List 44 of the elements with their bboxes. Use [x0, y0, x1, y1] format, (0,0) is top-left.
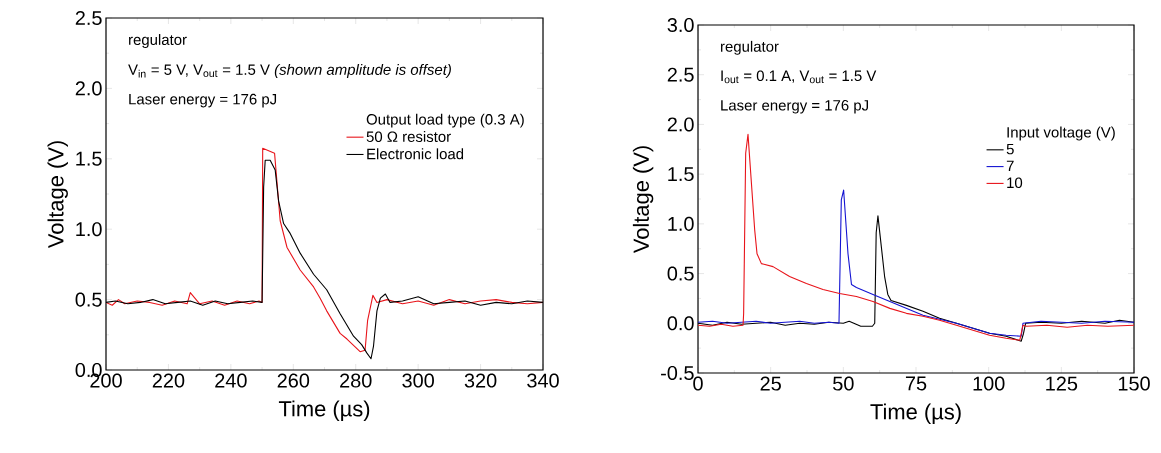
y-tick-label: 2.5	[667, 67, 694, 82]
y-tick-label: 1.5	[668, 167, 694, 182]
x-tick-label: 25	[760, 376, 781, 391]
y-tick-label: 3.0	[667, 17, 694, 33]
x-tick-label: 340	[527, 373, 559, 388]
x-tick-label: 150	[1118, 376, 1150, 391]
legend-label: 5	[1006, 143, 1014, 155]
y-axis-title: Voltage (V)	[47, 141, 68, 249]
x-tick-label: 300	[402, 373, 434, 388]
y-axis-title: Voltage (V)	[632, 146, 654, 254]
x-tick-label: 0	[693, 376, 703, 391]
x-tick-label: 240	[215, 373, 247, 388]
y-tick-label: 1.5	[76, 151, 102, 166]
y-tick-label: 0.5	[75, 292, 102, 307]
x-tick-label: 260	[277, 373, 310, 388]
x-axis-title: Time (µs)	[870, 403, 961, 424]
y-tick-label: 1.0	[668, 216, 694, 231]
x-tick-label: 280	[340, 373, 372, 388]
legend-title: Output load type (0.3 A)	[366, 113, 524, 128]
x-axis-title: Time (µs)	[278, 400, 370, 421]
y-tick-label: 0.0	[667, 316, 694, 331]
annotation: V$_{in}$ = 5 V, V$_{out}$ = 1.5 V (shown amplitude is offset)	[128, 63, 451, 78]
legend-label: Electronic load	[367, 148, 464, 160]
x-tick-label: 125	[1046, 376, 1078, 391]
y-tick-label: -0.5	[661, 365, 694, 381]
annotation: regulator	[720, 40, 779, 55]
y-tick-label: 2.5	[75, 10, 102, 26]
legend-label: 7	[1006, 160, 1014, 171]
legend-title: Input voltage (V)	[1007, 126, 1115, 141]
x-tick-label: 320	[464, 373, 497, 388]
x-tick-label: 50	[833, 376, 854, 391]
legend-label: 10	[1007, 177, 1023, 189]
annotation: Laser energy = 176 pJ	[721, 100, 868, 114]
y-tick-label: 0.5	[667, 266, 694, 281]
y-tick-label: 1.0	[76, 222, 102, 237]
y-tick-label: 2.0	[667, 117, 694, 132]
legend-label: 50 Ω resistor	[366, 131, 451, 142]
annotation: regulator	[129, 34, 187, 48]
x-tick-label: 75	[905, 376, 927, 391]
annotation: I$_{out}$ = 0.1 A, V$_{out}$ = 1.5 V	[721, 70, 877, 84]
annotation: Laser energy = 176 pJ	[129, 93, 277, 108]
x-tick-label: 100	[973, 376, 1005, 391]
x-tick-label: 220	[152, 373, 185, 388]
y-tick-label: 2.0	[75, 81, 102, 96]
